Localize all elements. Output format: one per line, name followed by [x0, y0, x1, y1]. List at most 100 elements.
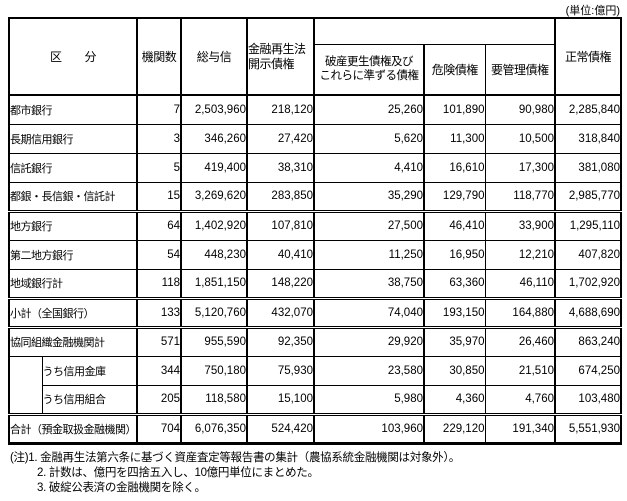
col-header-frl-disclosed: 金融再生法 開示債権 — [246, 17, 315, 96]
cell-institutions: 7 — [136, 94, 182, 125]
table-row-trust-banks: 信託銀行 5 419,400 38,310 4,410 16,610 17,30… — [8, 152, 622, 183]
cell-institutions: 205 — [136, 384, 182, 415]
row-label: うち信用金庫 — [41, 355, 138, 386]
cell-frl-disclosed: 38,310 — [246, 152, 315, 183]
cell-normal: 5,551,930 — [554, 412, 622, 444]
financial-claims-table: 区 分 機関数 総与信 金融再生法 開示債権 正常債権 破産更生債権及び これら… — [8, 17, 622, 445]
cell-frl-disclosed: 27,420 — [246, 123, 315, 154]
cell-special-attention: 164,880 — [484, 296, 556, 328]
col-header-risk-claims: 危険債権 — [423, 43, 486, 96]
cell-total-credit: 346,260 — [180, 123, 248, 154]
cell-total-credit: 2,503,960 — [180, 94, 248, 125]
col-header-special-attention: 要管理債権 — [484, 43, 556, 96]
table-row-grand-total: 合計（預金取扱金融機関） 704 6,076,350 524,420 103,9… — [8, 412, 622, 444]
cell-frl-disclosed: 524,420 — [246, 412, 315, 444]
col-header-normal-claims: 正常債権 — [554, 17, 622, 96]
cell-frl-disclosed: 432,070 — [246, 296, 315, 328]
cell-bankruptcy: 5,980 — [313, 384, 425, 415]
subheader-spacer-cell — [313, 17, 556, 45]
cell-frl-disclosed: 283,850 — [246, 181, 315, 212]
cell-institutions: 118 — [136, 268, 182, 299]
unit-label: (単位:億円) — [565, 5, 620, 17]
cell-special-attention: 10,500 — [484, 123, 556, 154]
cell-risk: 129,790 — [423, 181, 486, 212]
cell-institutions: 704 — [136, 412, 182, 444]
cell-risk: 30,850 — [423, 355, 486, 386]
table-row-regional-banks: 地方銀行 64 1,402,920 107,810 27,500 46,410 … — [8, 209, 622, 241]
cell-bankruptcy: 11,250 — [313, 239, 425, 270]
cell-normal: 2,985,770 — [554, 181, 622, 212]
cell-normal: 103,480 — [554, 384, 622, 415]
cell-normal: 4,688,690 — [554, 296, 622, 328]
cell-institutions: 54 — [136, 239, 182, 270]
cell-total-credit: 6,076,350 — [180, 412, 248, 444]
cell-special-attention: 21,510 — [484, 355, 556, 386]
cell-institutions: 15 — [136, 181, 182, 212]
cell-risk: 63,360 — [423, 268, 486, 299]
bankruptcy-line1: 破産更生債権及び — [325, 55, 414, 68]
cell-total-credit: 118,580 — [180, 384, 248, 415]
cell-special-attention: 46,110 — [484, 268, 556, 299]
cell-risk: 16,950 — [423, 239, 486, 270]
cell-institutions: 133 — [136, 296, 182, 328]
cell-total-credit: 419,400 — [180, 152, 248, 183]
cell-special-attention: 33,900 — [484, 209, 556, 241]
cell-total-credit: 955,590 — [180, 325, 248, 357]
cell-frl-disclosed: 148,220 — [246, 268, 315, 299]
table-row-all-banks-subtotal: 小計（全国銀行） 133 5,120,760 432,070 74,040 19… — [8, 296, 622, 328]
row-label: 長期信用銀行 — [8, 123, 138, 154]
cell-special-attention: 118,770 — [484, 181, 556, 212]
row-label: 地域銀行計 — [8, 268, 138, 299]
cell-bankruptcy: 23,580 — [313, 355, 425, 386]
footnote-1: (注)1. 金融再生法第六条に基づく資産査定等報告書の集計（農協系統金融機関は対… — [10, 451, 460, 464]
cell-institutions: 5 — [136, 152, 182, 183]
table-row-long-term-credit-banks: 長期信用銀行 3 346,260 27,420 5,620 11,300 10,… — [8, 123, 622, 154]
table-row-second-regional-banks: 第二地方銀行 54 448,230 40,410 11,250 16,950 1… — [8, 239, 622, 270]
cell-special-attention: 191,340 — [484, 412, 556, 444]
cell-normal: 674,250 — [554, 355, 622, 386]
cell-special-attention: 4,760 — [484, 384, 556, 415]
cell-bankruptcy: 38,750 — [313, 268, 425, 299]
cell-normal: 381,080 — [554, 152, 622, 183]
cell-risk: 193,150 — [423, 296, 486, 328]
cell-institutions: 64 — [136, 209, 182, 241]
table-row-cooperative-institutions-total: 協同組織金融機関計 571 955,590 92,350 29,920 35,9… — [8, 325, 622, 357]
cell-normal: 318,840 — [554, 123, 622, 154]
cell-risk: 229,120 — [423, 412, 486, 444]
cell-normal: 407,820 — [554, 239, 622, 270]
row-label: 地方銀行 — [8, 209, 138, 241]
row-label: 都銀・長信銀・信託計 — [8, 181, 138, 212]
col-header-category: 区 分 — [8, 17, 138, 96]
row-label: うち信用組合 — [41, 384, 138, 415]
cell-total-credit: 1,851,150 — [180, 268, 248, 299]
table-row-shinkin-banks: うち信用金庫 344 750,180 75,930 23,580 30,850 … — [8, 355, 622, 415]
cell-frl-disclosed: 75,930 — [246, 355, 315, 386]
cell-special-attention: 26,460 — [484, 325, 556, 357]
table-row-regional-banks-subtotal: 地域銀行計 118 1,851,150 148,220 38,750 63,36… — [8, 268, 622, 299]
row-label: 協同組織金融機関計 — [8, 325, 138, 357]
cell-bankruptcy: 4,410 — [313, 152, 425, 183]
cell-total-credit: 5,120,760 — [180, 296, 248, 328]
row-label: 都市銀行 — [8, 94, 138, 125]
frl-line2: 開示債権 — [248, 56, 295, 71]
cell-frl-disclosed: 40,410 — [246, 239, 315, 270]
table-row-city-ltc-trust-subtotal: 都銀・長信銀・信託計 15 3,269,620 283,850 35,290 1… — [8, 181, 622, 212]
cell-normal: 1,702,920 — [554, 268, 622, 299]
col-header-total-credit: 総与信 — [180, 17, 248, 96]
cell-frl-disclosed: 92,350 — [246, 325, 315, 357]
row-label: 信託銀行 — [8, 152, 138, 183]
cell-frl-disclosed: 218,120 — [246, 94, 315, 125]
cell-institutions: 344 — [136, 355, 182, 386]
cell-bankruptcy: 29,920 — [313, 325, 425, 357]
cell-risk: 16,610 — [423, 152, 486, 183]
indent-spacer-cell — [8, 355, 43, 415]
cell-total-credit: 3,269,620 — [180, 181, 248, 212]
cell-frl-disclosed: 107,810 — [246, 209, 315, 241]
cell-institutions: 3 — [136, 123, 182, 154]
cell-risk: 4,360 — [423, 384, 486, 415]
cell-special-attention: 90,980 — [484, 94, 556, 125]
cell-bankruptcy: 103,960 — [313, 412, 425, 444]
cell-bankruptcy: 5,620 — [313, 123, 425, 154]
cell-total-credit: 448,230 — [180, 239, 248, 270]
